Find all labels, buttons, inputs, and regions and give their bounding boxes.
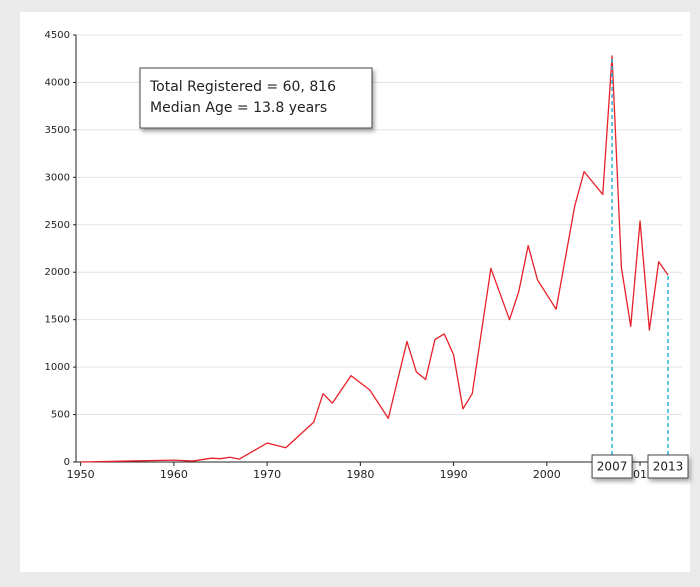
x-tick-label: 2010 — [626, 468, 654, 481]
annotation-box — [139, 67, 373, 129]
y-tick-label: 1500 — [45, 315, 70, 326]
x-tick-label: 1980 — [346, 468, 374, 481]
y-tick-label: 500 — [51, 410, 70, 421]
y-tick-label: 4000 — [45, 77, 70, 88]
y-tick-label: 2000 — [45, 267, 70, 278]
x-tick-label: 1970 — [253, 468, 281, 481]
x-tick-label: 1950 — [67, 468, 95, 481]
series-line — [80, 55, 669, 463]
marker-box — [591, 454, 633, 479]
y-tick-label: 2500 — [45, 220, 70, 231]
annotation-text: Median Age = 13.8 years — [150, 100, 327, 116]
x-tick-label: 2000 — [533, 468, 561, 481]
x-tick-label: 1960 — [160, 468, 188, 481]
marker-label: 2007 — [597, 460, 628, 474]
x-tick-label: 1990 — [440, 468, 468, 481]
marker-box — [647, 454, 689, 479]
annotation-text: Total Registered = 60, 816 — [149, 79, 336, 95]
marker-label: 2013 — [653, 460, 684, 474]
y-tick-label: 3500 — [45, 125, 70, 136]
y-tick-label: 3000 — [45, 172, 70, 183]
y-tick-label: 1000 — [45, 362, 70, 373]
y-tick-label: 4500 — [45, 30, 70, 41]
y-tick-label: 0 — [64, 457, 70, 468]
